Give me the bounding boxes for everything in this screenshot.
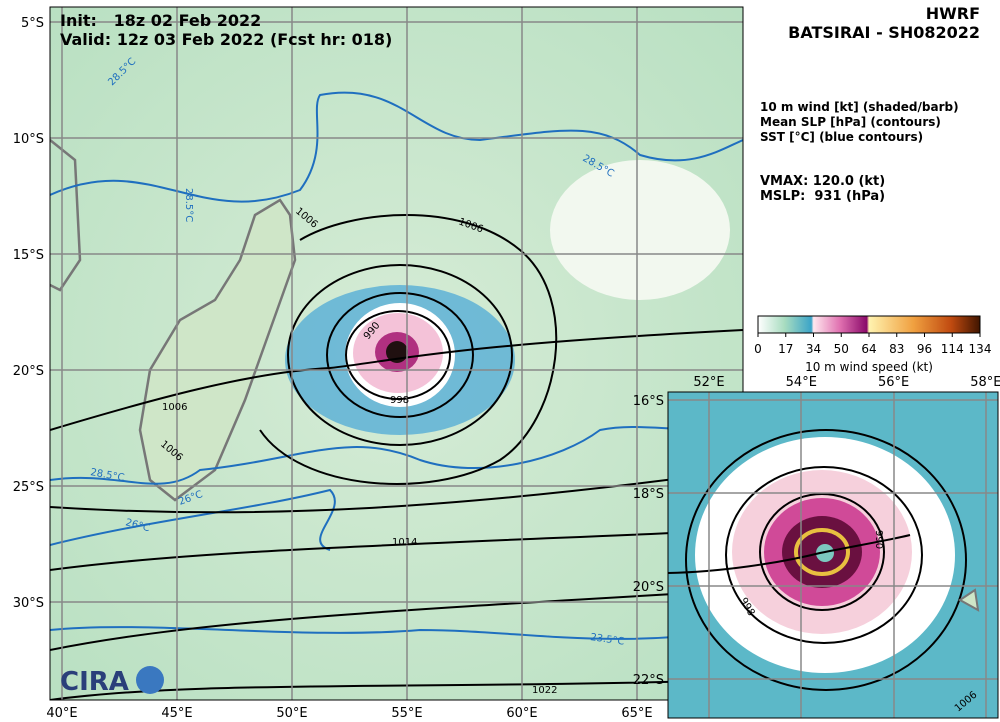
lat-label: 5°S bbox=[21, 16, 44, 31]
init-text: Init: 18z 02 Feb 2022 bbox=[60, 11, 261, 30]
colorbar-tick-label: 96 bbox=[917, 342, 932, 356]
colorbar-tick-label: 34 bbox=[806, 342, 821, 356]
inset-lon-label: 58°E bbox=[970, 375, 1000, 390]
lon-label: 45°E bbox=[161, 706, 192, 721]
lat-label: 20°S bbox=[13, 364, 44, 379]
legend-field: SST [°C] (blue contours) bbox=[760, 130, 923, 144]
inset-map: 990 998 1006 bbox=[668, 392, 998, 718]
inset-lon-label: 54°E bbox=[786, 375, 817, 390]
lat-label: 30°S bbox=[13, 596, 44, 611]
colorbar-ticks: 0 17 34 50 64 83 96 114 134 bbox=[754, 333, 991, 356]
contour-label: 1014 bbox=[392, 537, 417, 548]
colorbar-tick-label: 83 bbox=[889, 342, 904, 356]
sst-label: 28.5°C bbox=[183, 188, 194, 222]
contour-label: 1022 bbox=[532, 685, 557, 696]
inset-lat-label: 16°S bbox=[633, 394, 664, 409]
colorbar-tick-label: 50 bbox=[834, 342, 849, 356]
valid-text: Valid: 12z 03 Feb 2022 (Fcst hr: 018) bbox=[60, 30, 392, 49]
lat-label: 15°S bbox=[13, 248, 44, 263]
model-name: HWRF bbox=[926, 4, 980, 23]
storm-name: BATSIRAI - SH082022 bbox=[788, 23, 980, 42]
colorbar-tick-label: 114 bbox=[941, 342, 964, 356]
lon-label: 40°E bbox=[46, 706, 77, 721]
colorbar-label: 10 m wind speed (kt) bbox=[805, 360, 933, 374]
legend-field: 10 m wind [kt] (shaded/barb) bbox=[760, 100, 959, 114]
colorbar bbox=[757, 315, 981, 334]
lon-label: 65°E bbox=[621, 706, 652, 721]
logo: CIRA bbox=[60, 666, 164, 697]
inset-frame bbox=[667, 391, 999, 719]
legend: 10 m wind [kt] (shaded/barb)Mean SLP [hP… bbox=[760, 100, 959, 144]
lat-label: 10°S bbox=[13, 132, 44, 147]
lon-label: 60°E bbox=[506, 706, 537, 721]
inset-lon-label: 52°E bbox=[693, 375, 724, 390]
colorbar-tick-label: 64 bbox=[861, 342, 876, 356]
inset-lat-label: 18°S bbox=[633, 487, 664, 502]
legend-field: Mean SLP [hPa] (contours) bbox=[760, 115, 941, 129]
vmax: VMAX: 120.0 (kt) bbox=[760, 174, 885, 189]
contour-label: 1006 bbox=[162, 402, 187, 413]
colorbar-tick-label: 0 bbox=[754, 342, 762, 356]
lon-label: 50°E bbox=[276, 706, 307, 721]
contour-label: 990 bbox=[873, 530, 884, 549]
mslp: MSLP: 931 (hPa) bbox=[760, 189, 885, 204]
colorbar-tick-label: 17 bbox=[778, 342, 793, 356]
sst-label: 23.5°C bbox=[590, 632, 625, 648]
inset-lon-label: 56°E bbox=[878, 375, 909, 390]
lat-label: 25°S bbox=[13, 480, 44, 495]
inset-lat-label: 20°S bbox=[633, 580, 664, 595]
contour-label: 998 bbox=[390, 395, 409, 406]
lon-label: 55°E bbox=[391, 706, 422, 721]
colorbar-tick-label: 134 bbox=[969, 342, 992, 356]
inset-lat-label: 22°S bbox=[633, 673, 664, 688]
main-map bbox=[50, 7, 743, 700]
map-frame bbox=[49, 6, 744, 701]
logo-text: CIRA bbox=[60, 667, 129, 697]
grid bbox=[50, 7, 743, 700]
axis-labels: 5°S 10°S 15°S 20°S 25°S 30°S 40°E 45°E 50°E 55°E 6… bbox=[13, 16, 1000, 721]
